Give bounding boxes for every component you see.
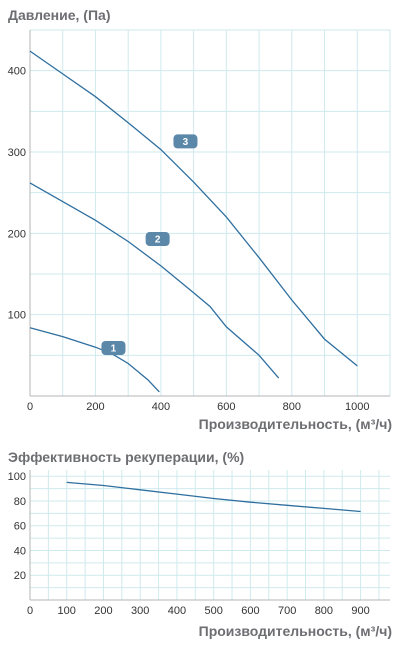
curve-label-badge-bg [145, 232, 170, 247]
pressure-x-tick-label: 200 [86, 401, 104, 413]
curve-label-badge: 1 [101, 341, 126, 356]
pressure-x-tick-label: 800 [283, 401, 301, 413]
efficiency-y-tick-label: 100 [8, 471, 26, 483]
curve-label-badge-bg [101, 341, 126, 356]
efficiency-x-tick-label: 100 [58, 605, 76, 617]
efficiency-x-tick-label: 400 [168, 605, 186, 617]
pressure-series-line-2 [29, 182, 280, 379]
efficiency-x-tick-label: 600 [241, 605, 259, 617]
curve-label-badge-bg [173, 134, 198, 149]
pressure-series-line-3 [29, 50, 358, 367]
efficiency-x-tick-label: 500 [204, 605, 222, 617]
curve-label-badge: 3 [173, 134, 198, 149]
efficiency-x-tick-label: 700 [278, 605, 296, 617]
efficiency-series-line-1 [66, 481, 361, 513]
curve-label-text: 2 [155, 235, 161, 246]
efficiency-x-tick-label: 300 [131, 605, 149, 617]
pressure-chart-xlabel: Производительность, (м³/ч) [198, 416, 392, 432]
pressure-x-tick-label: 0 [27, 401, 33, 413]
curve-label-badge: 2 [145, 232, 170, 247]
efficiency-chart-xlabel: Производительность, (м³/ч) [198, 623, 392, 639]
efficiency-x-tick-label: 800 [315, 605, 333, 617]
efficiency-x-tick-label: 900 [351, 605, 369, 617]
pressure-y-tick-label: 400 [8, 66, 26, 78]
efficiency-y-tick-label: 20 [14, 570, 26, 582]
pressure-y-tick-label: 200 [8, 228, 26, 240]
pressure-y-tick-label: 300 [8, 147, 26, 159]
pressure-x-tick-label: 1000 [345, 401, 369, 413]
efficiency-x-tick-label: 0 [27, 605, 33, 617]
curve-label-text: 3 [183, 137, 189, 148]
efficiency-y-tick-label: 40 [14, 545, 26, 557]
pressure-x-tick-label: 400 [152, 401, 170, 413]
efficiency-x-tick-label: 200 [94, 605, 112, 617]
curve-label-text: 1 [111, 344, 117, 355]
pressure-y-tick-label: 100 [8, 310, 26, 322]
pressure-x-tick-label: 600 [217, 401, 235, 413]
efficiency-y-tick-label: 60 [14, 521, 26, 533]
efficiency-y-tick-label: 80 [14, 496, 26, 508]
efficiency-chart-title: Эффективность рекуперации, (%) [8, 449, 245, 465]
pressure-chart-title: Давление, (Па) [8, 7, 111, 23]
pressure-series-line-1 [29, 327, 160, 393]
